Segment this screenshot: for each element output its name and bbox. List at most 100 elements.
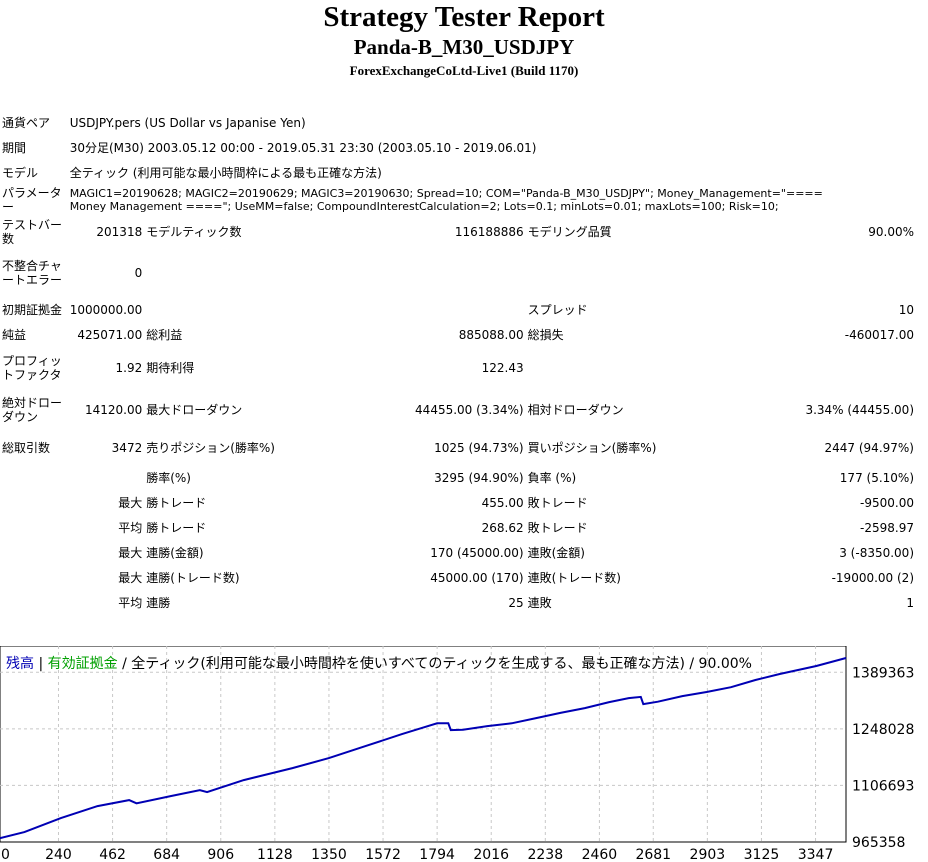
avg-cons-loss-label: 連敗 [527,595,552,610]
report-title: Strategy Tester Report [323,1,605,33]
x-tick-label: 240 [45,847,72,862]
chart-legend: 残高 | 有効証拠金 / 全ティック(利用可能な最小時間枠を使いすべてのティック… [6,653,752,673]
params-label: パラメーター [2,186,62,214]
max-cons-loss-cnt-value: -19000.00 (2) [831,570,914,585]
expected-value: 122.43 [481,361,524,375]
avg-cons-win-value: 25 [508,595,524,610]
quality-value: 90.00% [868,225,914,239]
report-subtitle: Panda-B_M30_USDJPY [353,35,575,59]
max-dd-value: 44455.00 (3.34%) [415,403,524,417]
short-label: 売りポジション(勝率%) [146,441,275,455]
lossrate-value: 177 (5.10%) [839,470,914,485]
x-tick-label: 1350 [311,847,347,862]
report-table: 通貨ペア USDJPY.pers (US Dollar vs Japanise … [0,110,916,615]
gross-loss-value: -460017.00 [844,327,914,342]
pair-value: USDJPY.pers (US Dollar vs Japanise Yen) [69,115,306,130]
legend-description: / 全ティック(利用可能な最小時間枠を使いすべてのティックを生成する、最も正確な… [117,656,752,672]
x-axis-ticks: 0 240 462 684 906 1128 1350 1572 1794 2016 2238 246… [1,847,833,862]
ticks-label: モデルティック数 [146,225,242,239]
avg-loss-label: 敗トレード [527,520,588,535]
chart-grid [0,646,846,842]
avg-cons-loss-value: 1 [906,595,914,610]
bars-label: テストバー数 [2,218,63,246]
avg-win-label: 勝トレード [146,520,207,535]
period-row: 期間 30分足(M30) 2003.05.12 00:00 - 2019.05.… [0,135,916,160]
gross-profit-value: 885088.00 [458,327,524,342]
y-tick-label: 1389363 [852,665,914,681]
largest-win-label: 勝トレード [146,495,207,510]
x-tick-label: 1572 [365,847,401,862]
x-tick-label: 2903 [690,847,726,862]
largest-row: 最大 勝トレード 455.00 敗トレード -9500.00 [0,490,916,515]
long-value: 2447 (94.97%) [824,441,914,455]
rel-dd-value: 3.34% (44455.00) [805,403,914,417]
x-tick-label: 462 [99,847,126,862]
plot-area [0,646,847,843]
pf-label: プロフィットファクタ [2,354,62,382]
period-value: 30分足(M30) 2003.05.12 00:00 - 2019.05.31 … [69,140,537,155]
dd-row: 絶対ドローダウン 14120.00 最大ドローダウン 44455.00 (3.3… [0,389,916,431]
gross-loss-label: 総損失 [527,327,564,342]
balance-series-line [0,657,847,840]
x-tick-label: 3347 [798,847,834,862]
avg-win-value: 268.62 [481,520,524,535]
legend-separator: | [34,656,48,672]
max-cons-win-amt-value: 170 (45000.00) [430,545,524,560]
expected-label: 期待利得 [146,361,195,375]
max-cons-loss-amt-label: 連敗(金額) [527,545,585,560]
legend-balance: 残高 [6,656,34,672]
mismatch-value: 0 [134,266,143,280]
model-row: モデル 全ティック (利用可能な最小時間枠による最も正確な方法) [0,160,916,185]
max-cons-loss-amt-value: 3 (-8350.00) [839,545,914,560]
spread-value: 10 [898,302,914,317]
x-tick-label: 906 [207,847,234,862]
gross-profit-label: 総利益 [146,327,183,342]
max-cons-win-cnt-value: 45000.00 (170) [430,570,524,585]
pair-row: 通貨ペア USDJPY.pers (US Dollar vs Japanise … [0,110,916,135]
avg-loss-value: -2598.97 [860,520,914,535]
abs-dd-label: 絶対ドローダウン [2,396,63,424]
net-row: 純益 425071.00 総利益 885088.00 総損失 -460017.0… [0,322,916,347]
x-tick-label: 2238 [527,847,563,862]
report-server: ForexExchangeCoLtd-Live1 (Build 1170) [349,63,579,78]
balance-chart: 965358 1106693 1248028 1389363 0 240 462 684 90… [0,646,914,862]
mismatch-row: 不整合チャートエラー 0 [0,249,916,297]
deposit-label: 初期証拠金 [2,302,63,317]
total-trades-value: 3472 [111,441,143,455]
cons-amt-row: 最大 連勝(金額) 170 (45000.00) 連敗(金額) 3 (-8350… [0,540,916,565]
pair-label: 通貨ペア [2,115,51,130]
largest-loss-label: 敗トレード [527,495,588,510]
y-axis-ticks: 965358 1106693 1248028 1389363 [852,665,914,851]
winrate-value: 3295 (94.90%) [434,470,524,485]
model-label: モデル [2,165,39,180]
legend-equity: 有効証拠金 [47,656,118,672]
short-value: 1025 (94.73%) [434,441,524,455]
bars-value: 201318 [96,225,143,239]
max-cons-win-cnt-label: 連勝(トレード数) [146,570,240,585]
x-tick-label: 3125 [744,847,780,862]
params-line-1: MAGIC1=20190628; MAGIC2=20190629; MAGIC3… [69,187,823,200]
abs-dd-value: 14120.00 [84,403,143,417]
y-tick-label: 1248028 [852,722,914,738]
model-value: 全ティック (利用可能な最小時間枠による最も正確な方法) [69,165,382,180]
avg-cons-win-label: 連勝 [146,595,171,610]
average-prefix: 平均 [118,520,143,535]
x-tick-label: 1128 [257,847,293,862]
bars-row: テストバー数 201318 モデルティック数 116188886 モデリング品質… [0,215,916,249]
spread-label: スプレッド [527,302,588,317]
trades-row: 総取引数 3472 売りポジション(勝率%) 1025 (94.73%) 買いポ… [0,431,916,465]
long-label: 買いポジション(勝率%) [527,441,657,455]
pf-value: 1.92 [115,361,143,375]
largest-prefix: 最大 [118,495,143,510]
net-label: 純益 [2,327,27,342]
lossrate-label: 負率 (%) [527,470,577,485]
quality-label: モデリング品質 [527,225,612,239]
y-tick-label: 1106693 [852,778,914,794]
x-tick-label: 2681 [635,847,671,862]
max-dd-label: 最大ドローダウン [146,403,243,417]
x-tick-label: 684 [153,847,180,862]
period-label: 期間 [2,140,27,155]
max-cons-loss-cnt-label: 連敗(トレード数) [527,570,621,585]
mismatch-label: 不整合チャートエラー [2,259,63,287]
net-value: 425071.00 [77,327,143,342]
